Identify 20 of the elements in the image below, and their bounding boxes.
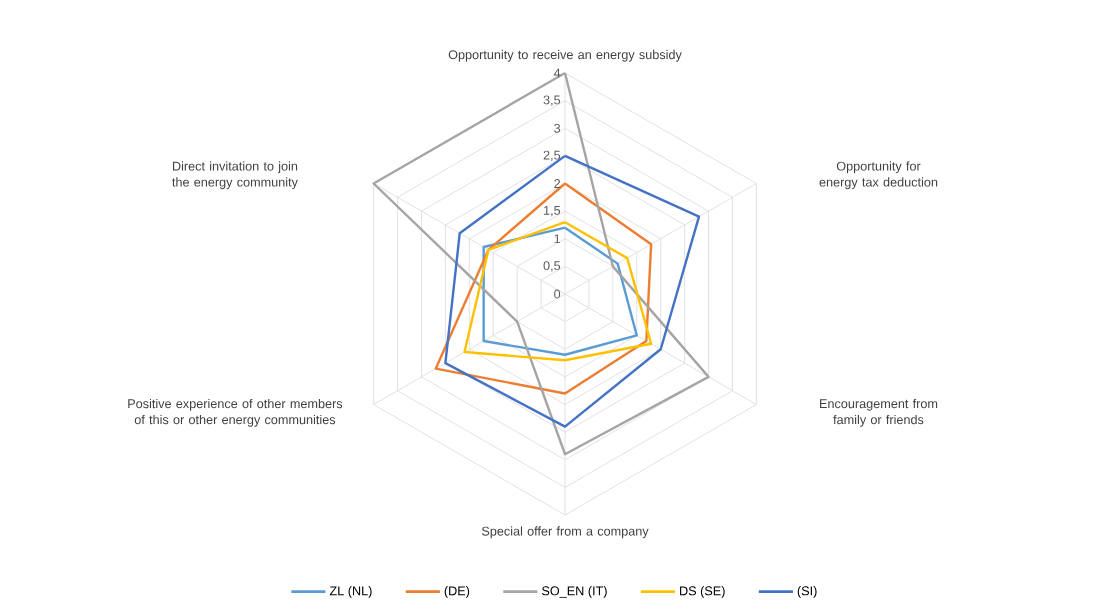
y-tick-label: 3,5 — [543, 95, 561, 106]
legend-label: ZL (NL) — [329, 586, 372, 598]
y-tick-label: 2,5 — [543, 150, 561, 162]
y-tick-label: 1,5 — [544, 205, 561, 217]
spoke-label: Encouragement from family or friends — [820, 398, 938, 427]
y-tick-label: 1 — [554, 234, 561, 244]
y-tick-label: 3 — [554, 123, 561, 133]
legend-label: DS (SE) — [680, 586, 725, 598]
spoke-label: Direct invitation to join the energy community — [172, 161, 298, 190]
spoke-label: Opportunity for energy tax deduction — [819, 161, 938, 190]
legend-label: (DE) — [444, 586, 470, 598]
y-tick-label: 0,5 — [543, 261, 561, 272]
y-tick-label: 4 — [553, 68, 561, 78]
spoke-label: Positive experience of other members of this or other energy communities — [128, 398, 343, 427]
spoke-label: Special offer from a company — [481, 526, 649, 539]
spoke-label: Opportunity to receive an energy subsidy — [448, 49, 682, 62]
y-tick-label: 2 — [554, 179, 561, 188]
legend-label: (SI) — [797, 586, 817, 598]
legend-label: SO_EN (IT) — [541, 586, 607, 598]
y-tick-label: 0 — [554, 289, 561, 299]
